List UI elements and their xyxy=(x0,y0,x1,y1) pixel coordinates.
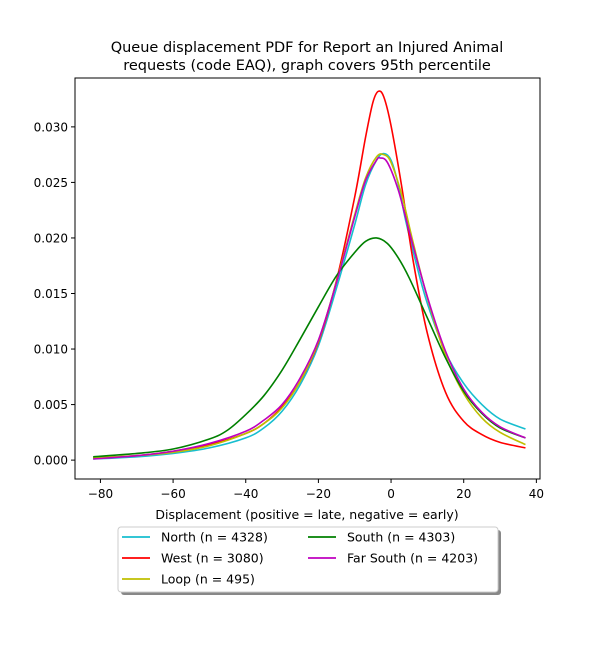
series-line-4 xyxy=(93,156,526,460)
legend: North (n = 4328) West (n = 3080) Loop (n =… xyxy=(117,526,501,595)
legend-label-4: Far South (n = 4203) xyxy=(347,551,478,566)
legend-label-3: South (n = 4303) xyxy=(347,530,455,545)
legend-label-1: West (n = 3080) xyxy=(161,551,264,566)
chart-title-line-2: requests (code EAQ), graph covers 95th p… xyxy=(123,58,491,74)
series-line-3 xyxy=(93,237,526,458)
y-tick-label: 0.020 xyxy=(34,231,68,245)
y-tick-label: 0.030 xyxy=(34,120,68,134)
series-line-0 xyxy=(93,152,526,460)
series-line-2 xyxy=(93,153,526,459)
series-line-1 xyxy=(93,90,526,459)
y-tick-label: 0.005 xyxy=(34,398,68,412)
chart-title-line-1: Queue displacement PDF for Report an Inj… xyxy=(111,40,504,56)
y-tick-label: 0.025 xyxy=(34,176,68,190)
x-tick-label: 40 xyxy=(529,487,544,501)
y-tick-label: 0.015 xyxy=(34,287,68,301)
x-tick-label: 20 xyxy=(456,487,471,501)
plot-frame xyxy=(74,77,541,480)
x-tick-label: −60 xyxy=(160,487,185,501)
legend-box xyxy=(117,526,499,593)
series-lines xyxy=(93,90,526,460)
x-tick-label: −20 xyxy=(306,487,331,501)
x-tick-label: −80 xyxy=(88,487,113,501)
x-axis-ticks: −80 −60 −40 −20 0 20 40 xyxy=(88,479,544,501)
legend-items: North (n = 4328) West (n = 3080) Loop (n =… xyxy=(122,530,478,587)
legend-label-0: North (n = 4328) xyxy=(161,530,268,545)
y-axis-ticks: 0.000 0.005 0.010 0.015 0.020 0.025 0.030 xyxy=(34,120,75,468)
y-tick-label: 0.000 xyxy=(34,454,68,468)
y-tick-label: 0.010 xyxy=(34,343,68,357)
x-tick-label: 0 xyxy=(387,487,395,501)
x-axis-label: Displacement (positive = late, negative … xyxy=(155,507,458,522)
legend-label-2: Loop (n = 495) xyxy=(161,572,255,587)
x-tick-label: −40 xyxy=(233,487,258,501)
